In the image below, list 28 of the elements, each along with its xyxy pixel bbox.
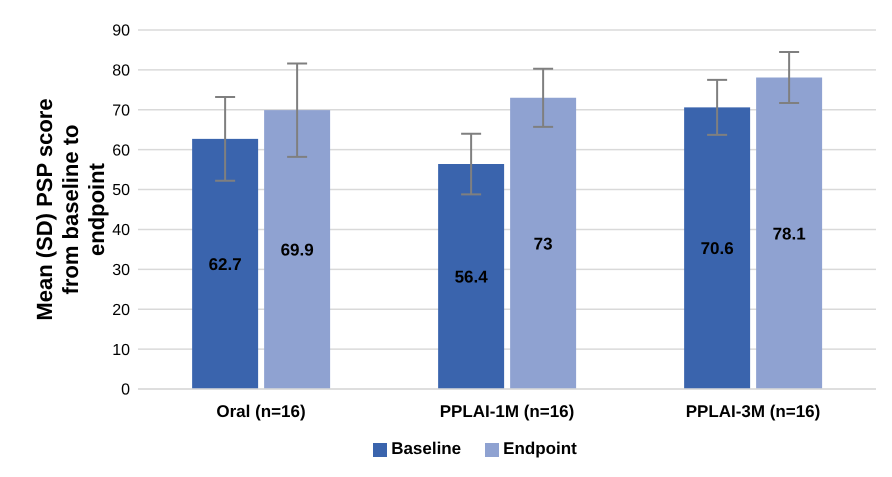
y-tick-label: 70	[112, 102, 130, 120]
bar	[756, 77, 822, 389]
y-tick-label: 80	[112, 62, 130, 80]
data-label: 70.6	[700, 239, 734, 258]
y-tick-label: 40	[112, 222, 130, 240]
data-label: 69.9	[280, 240, 314, 260]
y-tick-label: 60	[112, 142, 130, 160]
y-tick-label: 30	[112, 262, 130, 280]
bar	[684, 107, 750, 389]
data-label: 78.1	[772, 224, 806, 244]
legend-label: Endpoint	[503, 439, 577, 458]
x-tick-label: PPLAI-1M (n=16)	[440, 402, 574, 422]
y-tick-label: 0	[121, 382, 130, 399]
y-tick-label: 20	[112, 302, 130, 319]
legend-label: Baseline	[391, 439, 462, 458]
y-tick-label: 90	[112, 22, 130, 40]
data-label: 73	[534, 234, 553, 254]
x-tick-label: PPLAI-3M (n=16)	[686, 402, 820, 422]
bar	[510, 98, 576, 389]
data-label: 62.7	[208, 254, 242, 274]
bar	[192, 138, 258, 389]
data-label: 56.4	[454, 268, 488, 287]
bar	[438, 164, 504, 389]
x-tick-label: Oral (n=16)	[216, 402, 306, 422]
y-tick-label: 50	[112, 182, 130, 200]
y-axis-title: Mean (SD) PSP score from baseline to endpoint	[32, 98, 109, 321]
y-tick-label: 10	[112, 342, 130, 359]
bar	[264, 110, 330, 389]
